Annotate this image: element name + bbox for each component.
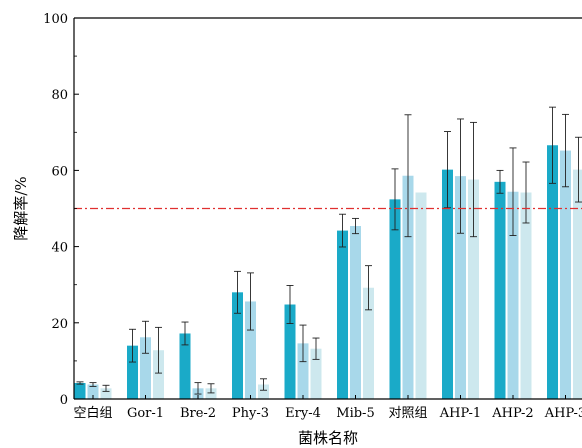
bar-Gor-1-s1 bbox=[127, 345, 138, 399]
bar-Phy-3-s1 bbox=[232, 292, 243, 399]
bar-AHP-1-s3 bbox=[468, 179, 479, 399]
x-tick-label-AHP-2: AHP-2 bbox=[491, 406, 533, 421]
x-tick-label-对照组: 对照组 bbox=[388, 406, 427, 421]
y-tick-label-20: 20 bbox=[51, 317, 68, 332]
bar-Gor-1-s3 bbox=[153, 350, 164, 399]
bar-AHP-2-s3 bbox=[520, 192, 532, 399]
bar-Ery-4-s2 bbox=[297, 343, 309, 399]
bar-AHP-3-s3 bbox=[573, 169, 582, 399]
x-tick-label-Mib-5: Mib-5 bbox=[336, 406, 374, 421]
x-tick-label-空白组: 空白组 bbox=[73, 405, 112, 421]
x-tick-label-AHP-1: AHP-1 bbox=[439, 406, 481, 421]
bar-AHP-3-s2 bbox=[560, 150, 571, 399]
bar-Gor-1-s2 bbox=[140, 337, 151, 399]
bar-Ery-4-s3 bbox=[310, 348, 322, 399]
bar-Mib-5-s2 bbox=[350, 226, 361, 399]
bars-layer bbox=[74, 106, 582, 399]
y-tick-label-80: 80 bbox=[51, 88, 68, 103]
bar-Phy-3-s2 bbox=[245, 301, 256, 399]
x-axis-title: 菌株名称 bbox=[298, 429, 358, 447]
y-axis-title: 降解率/% bbox=[12, 176, 30, 240]
x-tick-label-AHP-3: AHP-3 bbox=[544, 406, 582, 421]
x-tick-label-Bre-2: Bre-2 bbox=[180, 406, 216, 421]
x-tick-label-Phy-3: Phy-3 bbox=[232, 406, 269, 421]
bar-Mib-5-s3 bbox=[363, 287, 374, 399]
bar-空白组-s3 bbox=[100, 388, 112, 399]
bar-对照组-s2 bbox=[402, 175, 414, 399]
bar-空白组-s2 bbox=[87, 384, 99, 399]
x-tick-label-Gor-1: Gor-1 bbox=[127, 406, 164, 421]
y-tick-label-40: 40 bbox=[51, 241, 68, 256]
bar-Ery-4-s1 bbox=[284, 304, 296, 399]
bar-对照组-s3 bbox=[415, 192, 427, 399]
y-tick-label-100: 100 bbox=[43, 12, 68, 27]
bar-AHP-2-s1 bbox=[494, 181, 506, 399]
bar-AHP-3-s1 bbox=[547, 145, 558, 399]
bar-AHP-1-s2 bbox=[455, 176, 466, 399]
x-tick-label-Ery-4: Ery-4 bbox=[285, 406, 321, 421]
bar-Mib-5-s1 bbox=[337, 230, 348, 399]
bar-Bre-2-s1 bbox=[179, 333, 191, 399]
bar-AHP-1-s1 bbox=[442, 169, 453, 399]
bar-AHP-2-s2 bbox=[507, 191, 519, 399]
y-tick-label-0: 0 bbox=[60, 393, 68, 408]
axes-layer bbox=[73, 17, 582, 400]
bar-Bre-2-s3 bbox=[205, 388, 217, 399]
bar-对照组-s1 bbox=[389, 199, 401, 399]
bar-Phy-3-s3 bbox=[258, 384, 269, 399]
y-tick-label-60: 60 bbox=[51, 164, 68, 179]
bar-空白组-s1 bbox=[74, 382, 86, 399]
labels-layer: 0 20 40 60 80 100 空白组 Gor-1 Bre-2 Phy-3 Ery-4 Mib-5… bbox=[12, 12, 582, 447]
